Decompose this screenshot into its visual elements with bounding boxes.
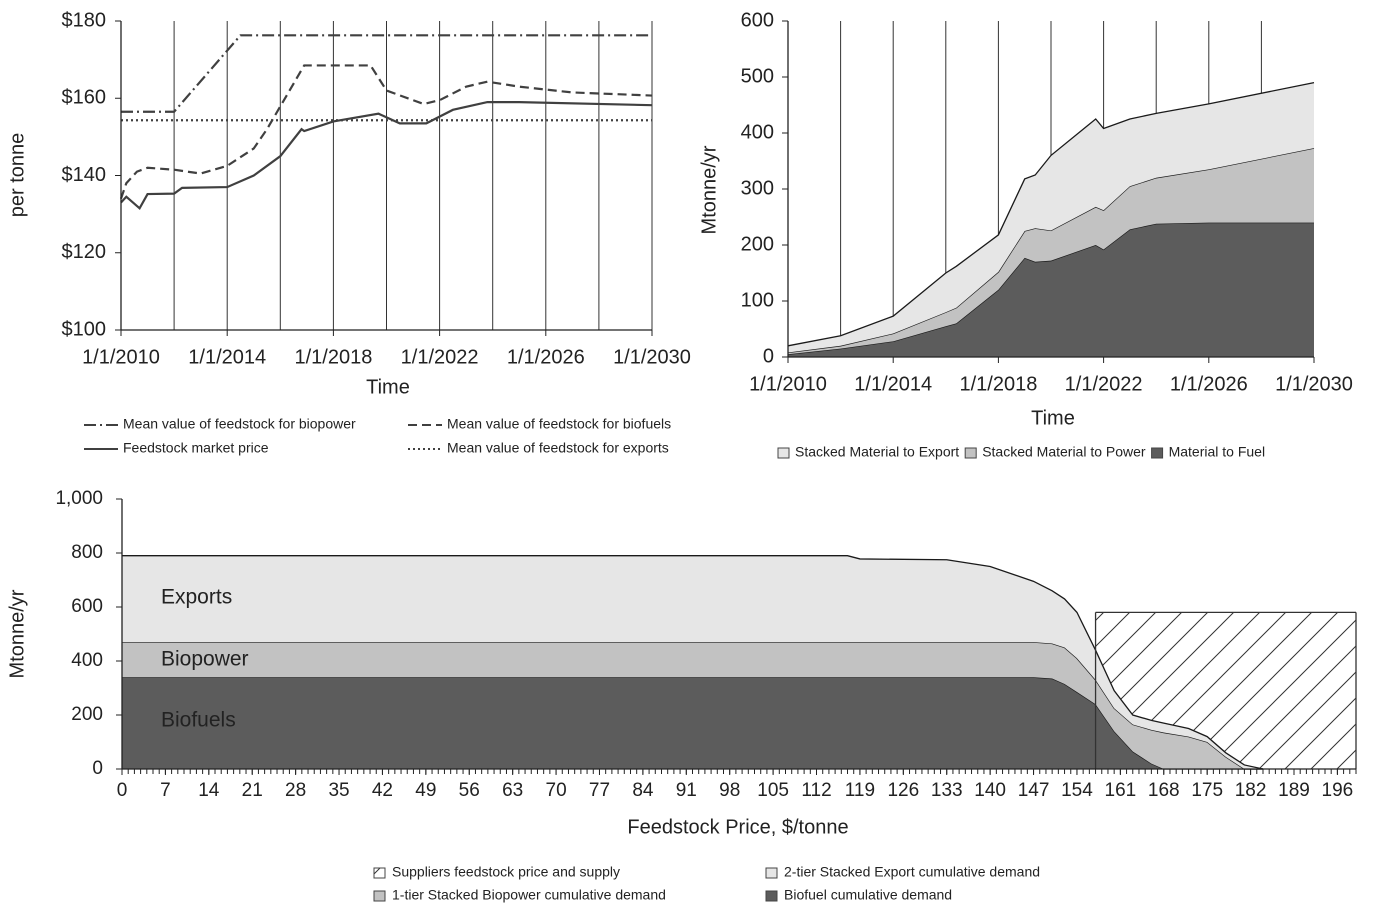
x-tick-label: 196 bbox=[1322, 780, 1354, 801]
x-tick-label: 84 bbox=[632, 780, 654, 801]
annotation: Biofuels bbox=[161, 709, 236, 732]
annotation: Biopower bbox=[161, 648, 249, 671]
x-tick-label: 133 bbox=[931, 780, 963, 801]
legend-swatch bbox=[373, 867, 386, 879]
x-tick-label: 49 bbox=[415, 780, 436, 801]
x-tick-label: 1/1/2014 bbox=[854, 373, 932, 395]
x-tick-label: 147 bbox=[1018, 780, 1050, 801]
y-tick-label: $140 bbox=[62, 164, 107, 186]
y-axis-label: Mtonne/yr bbox=[698, 145, 720, 234]
legend-swatch bbox=[765, 867, 778, 879]
area-fill bbox=[788, 82, 1314, 353]
y-axis-label: per tonne bbox=[6, 133, 28, 218]
legend-swatch bbox=[373, 890, 386, 902]
area-fill bbox=[122, 555, 1263, 769]
line bbox=[121, 34, 652, 113]
x-tick-label: 112 bbox=[801, 780, 831, 801]
x-axis-label: Time bbox=[366, 376, 410, 398]
legend-label: Mean value of feedstock for biofuels bbox=[447, 416, 671, 432]
legend-swatch bbox=[777, 447, 790, 459]
legend-label: Material to Fuel bbox=[1169, 444, 1265, 460]
y-tick-label: 500 bbox=[741, 65, 774, 87]
x-tick-label: 1/1/2026 bbox=[1170, 373, 1248, 395]
x-tick-label: 1/1/2022 bbox=[401, 346, 479, 368]
x-tick-label: 1/1/2010 bbox=[82, 346, 160, 368]
x-tick-label: 154 bbox=[1061, 780, 1093, 801]
y-tick-label: 400 bbox=[741, 121, 774, 143]
y-tick-label: 800 bbox=[71, 542, 103, 563]
x-tick-label: 42 bbox=[372, 780, 393, 801]
y-tick-label: $100 bbox=[62, 318, 107, 340]
y-tick-label: 600 bbox=[71, 596, 103, 617]
line bbox=[120, 101, 653, 211]
legend-label: Feedstock market price bbox=[123, 440, 269, 456]
x-tick-label: 35 bbox=[328, 780, 349, 801]
x-tick-label: 175 bbox=[1191, 780, 1223, 801]
x-tick-label: 161 bbox=[1105, 780, 1137, 801]
x-tick-label: 1/1/2010 bbox=[749, 373, 827, 395]
x-tick-label: 14 bbox=[198, 780, 220, 801]
y-tick-label: 1,000 bbox=[55, 488, 103, 509]
x-tick-label: 126 bbox=[887, 780, 919, 801]
x-tick-label: 91 bbox=[676, 780, 697, 801]
x-tick-label: 1/1/2030 bbox=[613, 346, 691, 368]
y-tick-label: 300 bbox=[741, 177, 774, 199]
legend-label: 2-tier Stacked Export cumulative demand bbox=[784, 864, 1040, 880]
y-tick-label: 200 bbox=[71, 704, 103, 725]
legend-swatch bbox=[765, 890, 778, 902]
legend-label: Mean value of feedstock for exports bbox=[447, 440, 669, 456]
line bbox=[119, 64, 653, 200]
x-tick-label: 21 bbox=[242, 780, 263, 801]
legend-label: Mean value of feedstock for biopower bbox=[123, 416, 356, 432]
x-axis-label: Time bbox=[1031, 407, 1075, 429]
area-fill bbox=[788, 148, 1314, 355]
legend-label: Stacked Material to Power bbox=[982, 444, 1146, 460]
x-axis-label: Feedstock Price, $/tonne bbox=[627, 816, 848, 838]
y-axis-label: Mtonne/yr bbox=[6, 589, 28, 678]
x-tick-label: 168 bbox=[1148, 780, 1180, 801]
x-tick-label: 98 bbox=[719, 780, 740, 801]
x-tick-label: 1/1/2018 bbox=[959, 373, 1037, 395]
legend-swatch bbox=[1151, 447, 1164, 459]
x-tick-label: 56 bbox=[459, 780, 480, 801]
x-tick-label: 1/1/2022 bbox=[1065, 373, 1143, 395]
area-fill bbox=[122, 677, 1263, 769]
x-tick-label: 119 bbox=[845, 780, 875, 801]
x-tick-label: 1/1/2018 bbox=[294, 346, 372, 368]
area-edge bbox=[787, 81, 1315, 347]
x-tick-label: 182 bbox=[1235, 780, 1267, 801]
legend-label: Suppliers feedstock price and supply bbox=[392, 864, 620, 880]
y-tick-label: $120 bbox=[62, 241, 107, 263]
legend-swatch bbox=[964, 447, 977, 459]
legend-label: 1-tier Stacked Biopower cumulative deman… bbox=[392, 887, 666, 903]
x-tick-label: 140 bbox=[974, 780, 1006, 801]
x-tick-label: 189 bbox=[1278, 780, 1310, 801]
legend-label: Stacked Material to Export bbox=[795, 444, 959, 460]
area-fill bbox=[122, 642, 1263, 769]
x-tick-label: 77 bbox=[589, 780, 610, 801]
y-tick-label: $180 bbox=[62, 9, 107, 31]
x-tick-label: 1/1/2014 bbox=[188, 346, 266, 368]
x-tick-label: 105 bbox=[757, 780, 789, 801]
y-tick-label: 0 bbox=[92, 758, 103, 779]
area-fill bbox=[788, 222, 1314, 357]
x-tick-label: 0 bbox=[117, 780, 128, 801]
x-tick-label: 1/1/2026 bbox=[507, 346, 585, 368]
x-tick-label: 63 bbox=[502, 780, 523, 801]
y-tick-label: 200 bbox=[741, 233, 774, 255]
legend-label: Biofuel cumulative demand bbox=[784, 887, 952, 903]
y-tick-label: 400 bbox=[71, 650, 103, 671]
x-tick-label: 70 bbox=[546, 780, 567, 801]
x-tick-label: 7 bbox=[160, 780, 171, 801]
x-tick-label: 28 bbox=[285, 780, 306, 801]
y-tick-label: $160 bbox=[62, 87, 107, 109]
y-tick-label: 100 bbox=[741, 289, 774, 311]
annotation: Exports bbox=[161, 586, 232, 609]
y-tick-label: 600 bbox=[741, 9, 774, 31]
x-tick-label: 1/1/2030 bbox=[1275, 373, 1353, 395]
y-tick-label: 0 bbox=[763, 345, 774, 367]
